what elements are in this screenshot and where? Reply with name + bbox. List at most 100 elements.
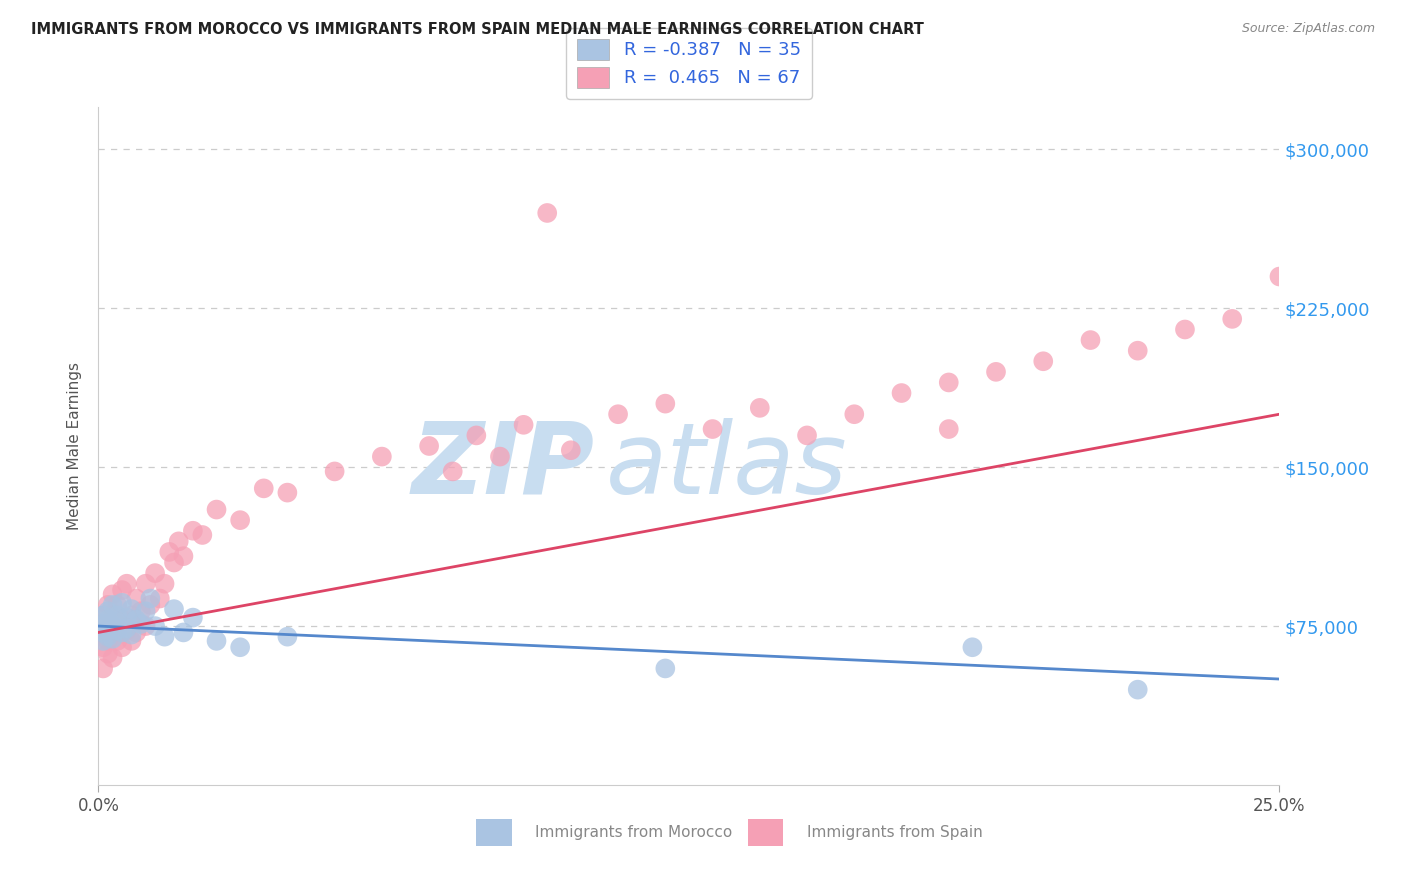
- FancyBboxPatch shape: [477, 819, 512, 846]
- Point: [1268, 269, 1291, 284]
- Point: [560, 443, 582, 458]
- Point: [229, 640, 252, 655]
- Point: [512, 417, 534, 432]
- Point: [101, 625, 124, 640]
- Point: [205, 633, 228, 648]
- Text: Immigrants from Morocco: Immigrants from Morocco: [536, 825, 733, 840]
- Point: [229, 513, 252, 527]
- Point: [105, 617, 128, 632]
- Point: [984, 365, 1007, 379]
- Point: [149, 591, 172, 606]
- Point: [91, 625, 114, 640]
- Text: Source: ZipAtlas.com: Source: ZipAtlas.com: [1241, 22, 1375, 36]
- Point: [91, 625, 114, 640]
- Point: [938, 376, 960, 390]
- Point: [323, 464, 346, 478]
- Point: [115, 576, 138, 591]
- Point: [1032, 354, 1054, 368]
- Point: [181, 610, 204, 624]
- Point: [97, 624, 120, 638]
- Point: [890, 386, 912, 401]
- Point: [121, 602, 143, 616]
- Point: [129, 617, 152, 632]
- Point: [172, 625, 194, 640]
- Point: [276, 630, 298, 644]
- Point: [101, 632, 124, 646]
- Point: [1126, 682, 1149, 697]
- Point: [129, 604, 152, 618]
- Point: [121, 627, 143, 641]
- Point: [139, 591, 162, 606]
- Point: [91, 661, 114, 675]
- Point: [1220, 312, 1243, 326]
- Point: [121, 633, 143, 648]
- Point: [115, 624, 138, 638]
- Point: [1126, 343, 1149, 358]
- Text: atlas: atlas: [606, 417, 848, 515]
- Point: [111, 596, 134, 610]
- Point: [115, 621, 138, 635]
- Point: [105, 633, 128, 648]
- Point: [135, 576, 157, 591]
- Point: [97, 613, 120, 627]
- Legend: R = -0.387   N = 35, R =  0.465   N = 67: R = -0.387 N = 35, R = 0.465 N = 67: [567, 28, 811, 98]
- Point: [191, 528, 214, 542]
- Point: [276, 485, 298, 500]
- FancyBboxPatch shape: [748, 819, 783, 846]
- Point: [111, 640, 134, 655]
- Point: [105, 615, 128, 629]
- Point: [91, 633, 114, 648]
- Point: [101, 619, 124, 633]
- Point: [111, 625, 134, 640]
- Point: [157, 545, 180, 559]
- Point: [111, 583, 134, 598]
- Point: [654, 396, 676, 410]
- Point: [441, 464, 464, 478]
- Point: [105, 608, 128, 623]
- Point: [167, 534, 190, 549]
- Point: [139, 598, 162, 612]
- Point: [105, 598, 128, 612]
- Point: [489, 450, 512, 464]
- Point: [418, 439, 440, 453]
- Point: [844, 407, 866, 421]
- Point: [135, 604, 157, 618]
- Point: [91, 619, 114, 633]
- Point: [536, 206, 558, 220]
- Point: [97, 633, 120, 648]
- Y-axis label: Median Male Earnings: Median Male Earnings: [67, 362, 83, 530]
- Point: [253, 482, 276, 496]
- Point: [1174, 322, 1197, 336]
- Point: [163, 556, 186, 570]
- Point: [143, 619, 166, 633]
- Point: [172, 549, 194, 564]
- Point: [101, 608, 124, 623]
- Point: [101, 587, 124, 601]
- Point: [91, 608, 114, 623]
- Point: [97, 598, 120, 612]
- Point: [91, 608, 114, 623]
- Point: [796, 428, 818, 442]
- Point: [153, 576, 176, 591]
- Point: [702, 422, 724, 436]
- Point: [101, 651, 124, 665]
- Point: [135, 619, 157, 633]
- Point: [938, 422, 960, 436]
- Point: [465, 428, 488, 442]
- Point: [1080, 333, 1102, 347]
- Point: [97, 647, 120, 661]
- Point: [105, 624, 128, 638]
- Text: ZIP: ZIP: [412, 417, 595, 515]
- Point: [115, 610, 138, 624]
- Point: [654, 661, 676, 675]
- Point: [91, 617, 114, 632]
- Point: [97, 630, 120, 644]
- Point: [121, 608, 143, 623]
- Point: [962, 640, 984, 655]
- Point: [91, 640, 114, 655]
- Point: [125, 613, 148, 627]
- Point: [97, 630, 120, 644]
- Point: [607, 407, 630, 421]
- Point: [205, 502, 228, 516]
- Point: [97, 604, 120, 618]
